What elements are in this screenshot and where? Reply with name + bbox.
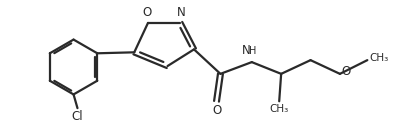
Text: N: N <box>177 6 186 19</box>
Text: O: O <box>341 65 350 78</box>
Text: O: O <box>142 6 152 19</box>
Text: N: N <box>242 44 251 57</box>
Text: CH₃: CH₃ <box>369 53 389 63</box>
Text: H: H <box>249 46 256 56</box>
Text: CH₃: CH₃ <box>269 104 289 114</box>
Text: O: O <box>212 104 221 117</box>
Text: Cl: Cl <box>71 110 83 123</box>
